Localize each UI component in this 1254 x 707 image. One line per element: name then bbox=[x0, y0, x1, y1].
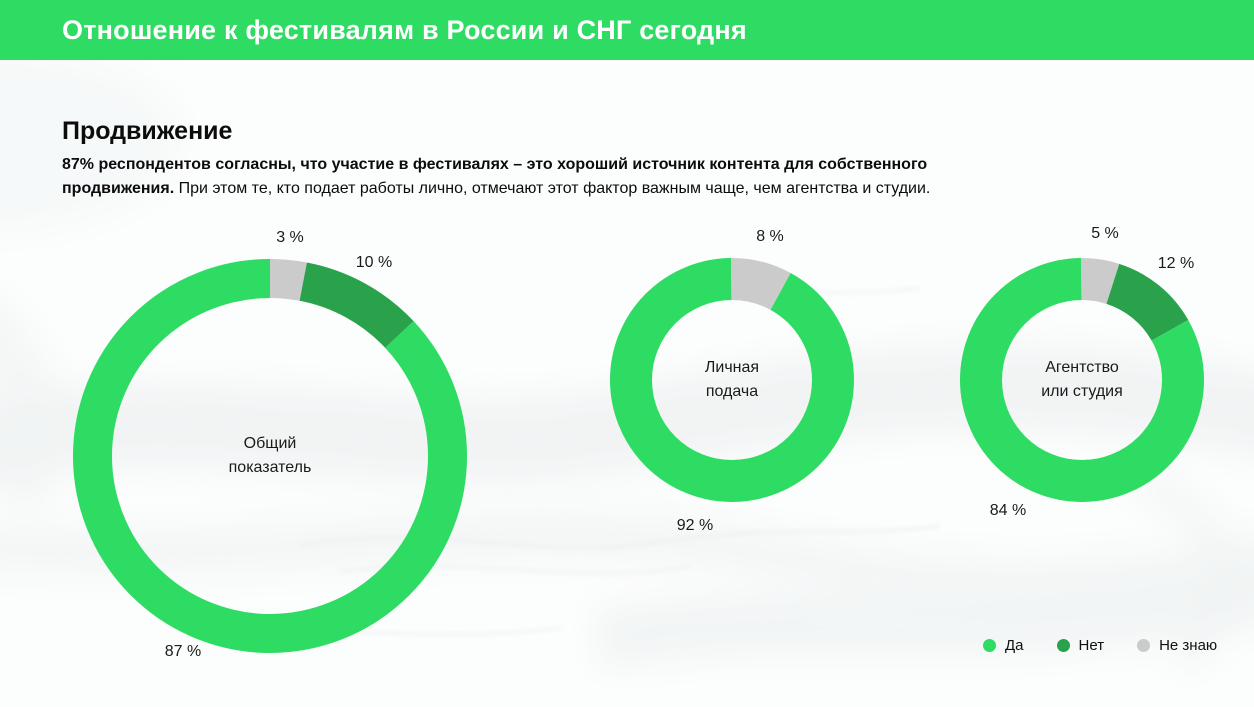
header-banner: Отношение к фестивалям в России и СНГ се… bbox=[0, 0, 1254, 60]
donut-center-label-agency: Агентство или студия bbox=[960, 258, 1204, 502]
center-label-line: показатель bbox=[228, 459, 312, 476]
legend-dot-no-icon bbox=[1056, 639, 1070, 652]
legend-label-dont-know: Не знаю bbox=[1159, 637, 1218, 654]
segment-value-yes: 92 % bbox=[676, 517, 714, 534]
center-label-line: Общий bbox=[243, 435, 297, 452]
donut-ring-agency bbox=[960, 258, 1204, 502]
section-title: Продвижение bbox=[62, 117, 233, 145]
segment-value-yes: 87 % bbox=[164, 643, 202, 660]
segment-value-yes: 84 % bbox=[989, 502, 1027, 519]
donut-chart-agency: Агентство или студия 5 % 12 % 84 % bbox=[960, 225, 1204, 519]
chart-legend: Да Нет Не знаю bbox=[983, 637, 1217, 654]
segment-value-dont-know: 3 % bbox=[276, 229, 304, 246]
center-label-line: подача bbox=[705, 383, 759, 400]
legend-item-no: Нет bbox=[1056, 637, 1105, 654]
donut-chart-overall: Общий показатель 3 % 10 % 87 % bbox=[73, 229, 467, 660]
legend-item-yes: Да bbox=[983, 637, 1024, 654]
center-label-line: Личная bbox=[704, 359, 760, 376]
lead-line2-regular: При этом те, кто подает работы лично, от… bbox=[174, 180, 931, 197]
donut-center-label-overall: Общий показатель bbox=[73, 259, 467, 653]
segment-value-no: 12 % bbox=[1157, 255, 1195, 272]
segment-value-dont-know: 8 % bbox=[756, 228, 784, 245]
legend-item-dont-know: Не знаю bbox=[1137, 637, 1217, 654]
legend-dot-yes-icon bbox=[983, 639, 996, 652]
legend-dot-dont-know-icon bbox=[1137, 639, 1151, 652]
donut-ring-personal bbox=[610, 258, 854, 502]
section-lead: 87% респондентов согласны, что участие в… bbox=[62, 153, 1172, 201]
lead-line1-bold: 87% респондентов согласны, что участие в… bbox=[62, 156, 928, 173]
lead-line2-bold: продвижения. bbox=[62, 180, 175, 197]
center-label-line: Агентство bbox=[1045, 359, 1119, 376]
legend-label-yes: Да bbox=[1005, 637, 1024, 654]
legend-label-no: Нет bbox=[1078, 637, 1105, 654]
center-label-line: или студия bbox=[1041, 383, 1123, 400]
segment-value-no: 10 % bbox=[355, 254, 393, 271]
donut-chart-personal: Личная подача 8 % 92 % bbox=[610, 228, 854, 534]
donut-ring-overall bbox=[73, 259, 467, 653]
page-title: Отношение к фестивалям в России и СНГ се… bbox=[62, 14, 747, 45]
segment-value-dont-know: 5 % bbox=[1091, 225, 1119, 242]
donut-center-label-personal: Личная подача bbox=[610, 258, 854, 502]
